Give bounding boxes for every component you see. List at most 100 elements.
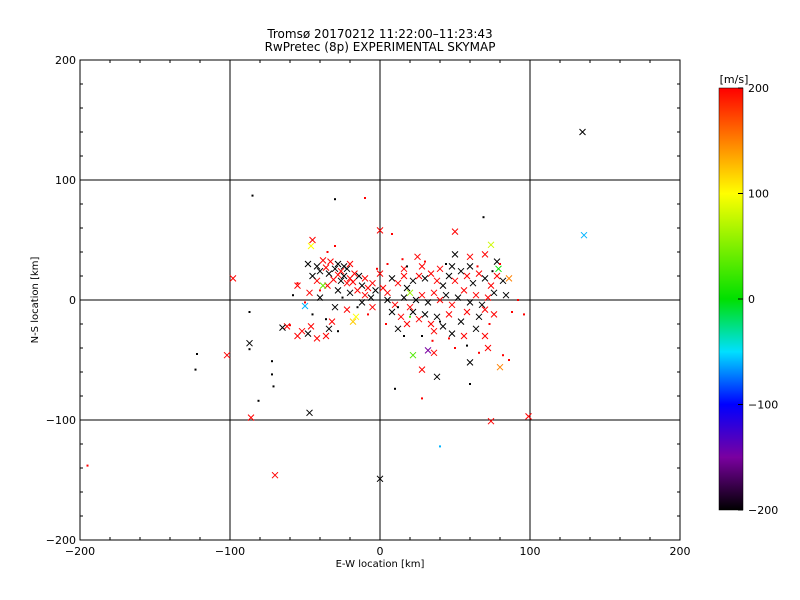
data-point-cross [304, 260, 312, 268]
data-point-cross [279, 324, 286, 331]
data-point-cross [316, 294, 324, 301]
data-point-dot [523, 313, 525, 316]
y-tick-label: −200 [46, 534, 76, 547]
colorbar-tick-label: 100 [748, 188, 769, 201]
data-point-dot [466, 344, 468, 347]
data-point-dot [511, 311, 513, 313]
data-point-cross [319, 282, 327, 289]
data-point-cross [421, 275, 429, 282]
data-point-dot [421, 397, 423, 400]
data-point-cross [490, 289, 498, 297]
data-point-dot [397, 306, 399, 309]
data-point-cross [325, 270, 333, 277]
data-point-dot [248, 311, 251, 313]
data-point-cross [394, 325, 402, 333]
data-point-dot [341, 296, 344, 299]
data-point-cross [433, 277, 441, 285]
data-point-cross [579, 128, 586, 136]
data-point-dot [326, 251, 329, 253]
data-point-cross [418, 291, 426, 299]
data-point-cross [487, 282, 495, 289]
data-point-cross [451, 277, 459, 285]
data-point-dot [478, 351, 480, 354]
y-tick-label: −100 [46, 414, 76, 427]
data-point-cross [484, 294, 492, 301]
data-point-dot [272, 385, 275, 388]
data-point-cross [439, 282, 447, 289]
data-point-cross [409, 351, 417, 359]
data-point-dot [311, 313, 314, 316]
data-point-cross [406, 303, 414, 311]
x-axis-label: E-W location [km] [336, 559, 425, 570]
data-point-cross [460, 332, 468, 340]
grid-lines [80, 60, 680, 540]
data-point-cross [307, 242, 315, 250]
data-point-cross [421, 311, 429, 318]
data-point-cross [271, 471, 279, 479]
data-point-cross [403, 284, 411, 292]
data-point-dot [304, 301, 306, 304]
data-point-dot [86, 464, 89, 467]
data-point-dot [367, 313, 369, 316]
data-point-dot [431, 339, 434, 342]
data-point-dot [445, 263, 447, 265]
data-point-dot [334, 245, 336, 247]
data-point-cross [424, 299, 432, 306]
data-point-cross [495, 265, 502, 273]
data-point-cross [499, 277, 507, 285]
y-axis-label: N-S location [km] [30, 257, 41, 344]
data-point-cross [436, 296, 444, 304]
data-point-cross [400, 294, 408, 301]
data-point-cross [463, 308, 471, 316]
data-point-cross [466, 359, 474, 366]
data-point-dot [448, 337, 450, 340]
x-tick-label: −100 [215, 545, 245, 558]
data-point-cross [439, 323, 447, 330]
data-point-cross [433, 373, 441, 381]
data-point-dot [439, 320, 441, 323]
data-point-cross [372, 287, 379, 294]
data-point-dot [482, 216, 485, 219]
data-point-dot [517, 299, 519, 301]
data-point-cross [424, 347, 432, 354]
data-point-cross [481, 275, 489, 282]
data-point-cross [331, 265, 339, 273]
data-point-dot [356, 306, 359, 309]
data-point-cross [304, 330, 312, 337]
data-point-cross [322, 332, 330, 340]
data-point-dot [194, 368, 197, 371]
data-point-cross [457, 267, 465, 275]
data-point-cross [478, 301, 486, 309]
data-point-cross [322, 264, 330, 271]
data-point-cross [346, 260, 354, 268]
data-point-cross [229, 275, 237, 282]
data-point-cross [376, 475, 384, 483]
data-point-dot [491, 270, 494, 273]
data-point-cross [334, 287, 342, 294]
y-tick-label: 0 [69, 294, 76, 307]
y-tick-label: 200 [55, 54, 76, 67]
data-point-dot [391, 233, 393, 235]
data-point-cross [340, 272, 348, 280]
data-point-cross [525, 413, 532, 420]
data-point-dot [385, 323, 387, 325]
data-point-cross [490, 311, 498, 318]
data-point-dot [257, 399, 260, 402]
data-point-cross [451, 251, 459, 258]
data-point-cross [412, 296, 420, 304]
data-point-cross [367, 294, 375, 301]
data-point-cross [313, 263, 321, 270]
data-point-cross [466, 263, 474, 270]
data-point-cross [445, 311, 453, 318]
data-point-cross [406, 289, 414, 297]
data-point-dot [469, 383, 471, 385]
data-point-cross [481, 306, 489, 313]
data-point-cross [388, 275, 396, 282]
axis-ticks: −200 −100 0 100 200 −200 −100 0 100 200 [46, 54, 691, 558]
data-point-cross [223, 351, 231, 359]
data-point-dot [401, 258, 404, 261]
data-point-cross [346, 289, 354, 297]
colorbar-tick-label: −200 [748, 504, 778, 517]
data-point-dot [271, 360, 273, 363]
